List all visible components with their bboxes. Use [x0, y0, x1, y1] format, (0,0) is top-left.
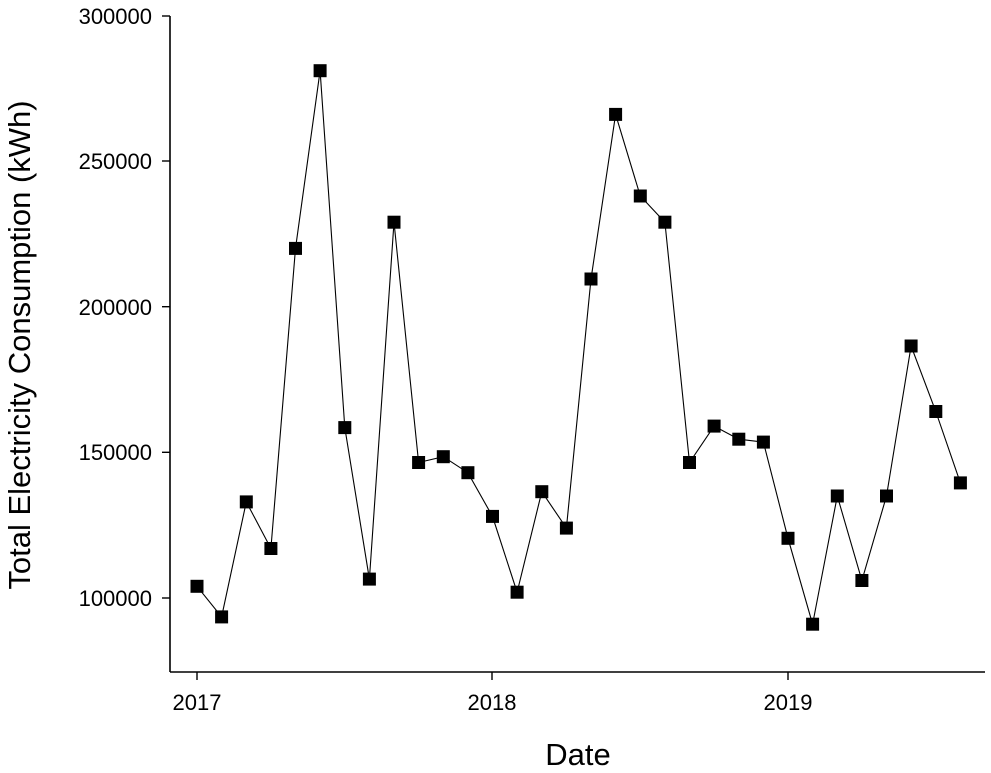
data-point	[732, 432, 746, 446]
data-point	[584, 272, 598, 286]
x-tick-label: 2019	[764, 690, 813, 715]
y-tick-label: 200000	[79, 295, 152, 320]
data-point	[412, 456, 426, 469]
data-point	[313, 64, 327, 78]
x-tick-label: 2018	[468, 690, 517, 715]
data-point	[190, 579, 204, 593]
data-point	[855, 574, 869, 587]
data-point	[289, 241, 302, 255]
data-point	[362, 572, 376, 586]
data-point	[510, 585, 524, 599]
y-axis-title: Total Electricity Consumption (kWh)	[2, 100, 37, 589]
data-point	[658, 215, 672, 229]
plot-area	[190, 64, 967, 631]
y-tick-label: 300000	[79, 4, 152, 29]
data-point	[535, 485, 549, 499]
y-tick-label: 250000	[79, 149, 152, 174]
data-point	[264, 542, 278, 555]
data-point	[929, 405, 943, 418]
x-tick-label: 2017	[173, 690, 222, 715]
data-point	[215, 610, 229, 624]
data-markers	[190, 64, 967, 631]
data-point	[436, 450, 450, 464]
y-tick-label: 100000	[79, 586, 152, 611]
data-point	[806, 617, 820, 631]
data-point	[387, 215, 401, 229]
data-point	[953, 476, 967, 490]
data-point	[486, 509, 499, 523]
data-point	[880, 489, 893, 503]
data-point	[461, 466, 475, 480]
data-point	[609, 107, 623, 121]
x-axis: 2017 2018 2019 Date	[170, 671, 985, 772]
series-line	[196, 70, 961, 625]
data-point	[559, 521, 573, 535]
data-point	[830, 489, 844, 503]
data-point	[633, 189, 647, 203]
data-point	[904, 339, 918, 353]
x-axis-title: Date	[545, 737, 610, 772]
data-point	[707, 419, 721, 433]
data-point	[683, 456, 696, 469]
data-point	[756, 435, 770, 449]
data-point	[239, 495, 253, 509]
data-point	[338, 421, 352, 435]
data-point	[781, 531, 795, 545]
y-tick-label: 150000	[79, 440, 152, 465]
y-axis: 100000 150000 200000 250000 300000 Total…	[2, 4, 171, 672]
